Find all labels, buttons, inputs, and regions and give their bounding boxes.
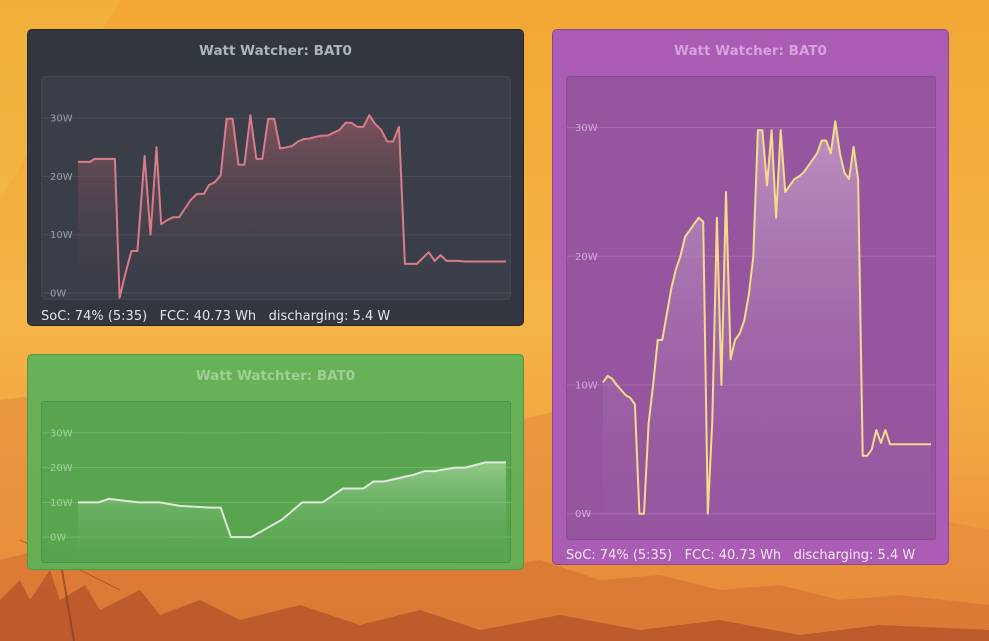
power-chart-svg: 0W 10W 20W 30W <box>567 120 937 533</box>
y-tick-label: 20W <box>50 463 73 474</box>
soc-readout: SoC: 74% (5:35) <box>566 548 673 563</box>
y-tick-label: 0W <box>50 289 66 300</box>
power-chart: 0W 10W 20W 30W <box>41 401 512 563</box>
y-tick-label: 30W <box>50 428 73 439</box>
power-area-fill <box>603 121 931 533</box>
widget-title: Watt Watcher: BAT0 <box>674 43 827 59</box>
y-tick-label: 0W <box>575 509 591 520</box>
y-tick-label: 10W <box>50 498 73 509</box>
y-tick-label: 20W <box>50 172 73 183</box>
soc-readout: SoC: 74% (5:35) <box>41 309 148 324</box>
power-series-line <box>78 114 506 299</box>
y-tick-label: 10W <box>575 381 598 392</box>
power-chart-svg: 0W 10W 20W 30W <box>42 428 512 558</box>
fcc-readout: FCC: 40.73 Wh <box>684 548 782 563</box>
y-tick-label: 20W <box>575 252 598 263</box>
y-tick-label: 10W <box>50 230 73 241</box>
power-area-fill <box>78 462 506 558</box>
power-area-fill <box>78 115 506 298</box>
power-series-line <box>602 120 931 515</box>
discharge-readout: discharging: 5.4 W <box>793 548 916 563</box>
status-line: SoC: 74% (5:35) FCC: 40.73 Wh dischargin… <box>41 309 390 324</box>
widget-title: Watt Watcher: BAT0 <box>199 43 352 59</box>
power-series-line <box>78 461 506 539</box>
power-chart: 0W 10W 20W 30W <box>41 76 512 300</box>
y-tick-label: 0W <box>50 533 66 544</box>
watt-watcher-widget-dark[interactable]: Watt Watcher: BAT0 0W 10W 20W 30W SoC: 74% … <box>27 29 524 326</box>
fcc-readout: FCC: 40.73 Wh <box>159 309 257 324</box>
watt-watcher-widget-purple[interactable]: Watt Watcher: BAT0 0W 10W 20W 30W SoC: 74% … <box>552 29 949 565</box>
power-chart: 0W 10W 20W 30W <box>566 76 937 540</box>
watt-watcher-widget-green[interactable]: Watt Watchter: BAT0 0W 10W 20W 30W <box>27 354 524 570</box>
power-chart-svg: 0W 10W 20W 30W <box>42 114 512 300</box>
y-tick-label: 30W <box>575 123 598 134</box>
y-tick-label: 30W <box>50 114 73 125</box>
status-line: SoC: 74% (5:35) FCC: 40.73 Wh dischargin… <box>566 548 915 563</box>
widget-title: Watt Watchter: BAT0 <box>195 368 356 384</box>
discharge-readout: discharging: 5.4 W <box>268 309 391 324</box>
